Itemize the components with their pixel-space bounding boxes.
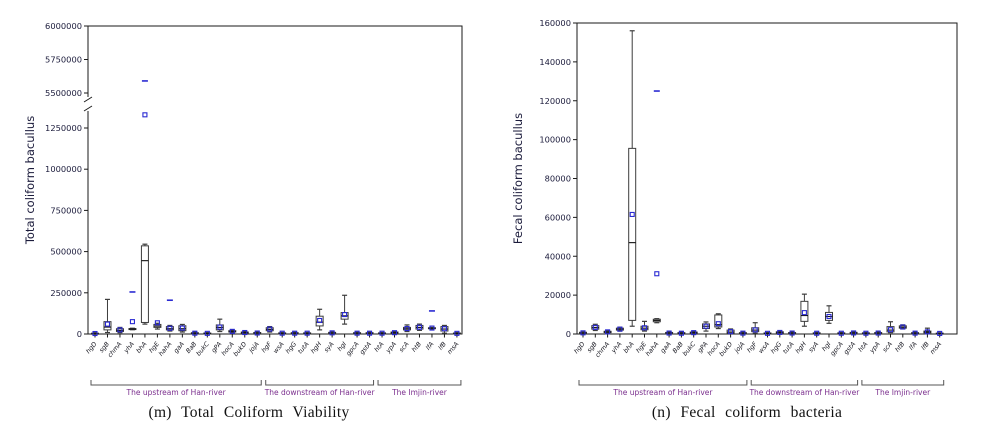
svg-text:160000: 160000 [539, 18, 571, 28]
svg-text:250000: 250000 [50, 288, 82, 298]
svg-text:htA: htA [856, 340, 869, 353]
svg-text:htB: htB [410, 340, 423, 353]
svg-text:yhA: yhA [610, 341, 624, 355]
svg-text:gstA: gstA [842, 340, 857, 356]
svg-text:gaA: gaA [173, 341, 186, 355]
svg-text:hgG: hgG [770, 341, 784, 355]
svg-text:ypA: ypA [384, 341, 398, 355]
svg-text:140000: 140000 [539, 57, 571, 67]
svg-text:The Imjin-river: The Imjin-river [874, 388, 931, 397]
svg-text:gaA: gaA [659, 341, 672, 355]
svg-text:5750000: 5750000 [45, 55, 82, 65]
svg-text:750000: 750000 [50, 205, 82, 215]
svg-text:bukD: bukD [718, 341, 734, 358]
svg-text:lfA: lfA [908, 341, 919, 352]
svg-text:hgH: hgH [310, 341, 324, 355]
svg-text:bukC: bukC [682, 340, 698, 357]
svg-text:hgD: hgD [573, 341, 587, 355]
svg-text:hgH: hgH [794, 341, 808, 355]
caption-fecal-coliform: (n) Fecal coliform bacteria [651, 404, 843, 421]
svg-text:bukC: bukC [195, 340, 211, 357]
svg-text:jojA: jojA [733, 341, 747, 355]
svg-text:lfB: lfB [437, 341, 448, 352]
svg-text:The upstream of Han-river: The upstream of Han-river [126, 388, 227, 397]
svg-text:msA: msA [929, 341, 943, 356]
total-coliform-panel: 0 250000 500000 750000 1000000 1250000 5500000… [0, 4, 498, 422]
fecal-coliform-boxplot-chart: 0 20000 40000 60000 80000 100000 120000 140000 1… [511, 18, 958, 397]
svg-text:tutA: tutA [781, 340, 796, 355]
fecal-coliform-panel: 0 20000 40000 60000 80000 100000 120000 140000 1… [498, 4, 996, 422]
svg-text:ypA: ypA [868, 341, 882, 355]
svg-text:0: 0 [77, 329, 82, 339]
svg-text:hgI: hgI [336, 341, 348, 353]
svg-text:tutA: tutA [296, 340, 311, 355]
svg-text:syA: syA [808, 341, 821, 354]
svg-text:The downstream of Han-river: The downstream of Han-river [748, 388, 860, 397]
svg-text:hahA: hahA [645, 341, 661, 358]
svg-text:The upstream of Han-river: The upstream of Han-river [612, 388, 713, 397]
svg-text:The Imjin-river: The Imjin-river [391, 388, 448, 397]
svg-text:jojA: jojA [247, 341, 261, 355]
svg-text:wsA: wsA [272, 341, 286, 355]
svg-text:wsA: wsA [757, 341, 771, 355]
caption-total-coliform: (m) Total Coliform Viability [148, 404, 350, 421]
svg-text:gstA: gstA [358, 340, 373, 356]
svg-text:120000: 120000 [539, 96, 571, 106]
svg-text:100000: 100000 [539, 135, 571, 145]
svg-text:chmA: chmA [107, 341, 124, 359]
svg-text:hgI: hgI [821, 341, 833, 353]
svg-text:htA: htA [373, 340, 386, 353]
svg-text:60000: 60000 [545, 212, 571, 222]
svg-text:lfB: lfB [920, 341, 931, 352]
svg-text:hgG: hgG [285, 341, 299, 355]
svg-text:500000: 500000 [50, 247, 82, 257]
svg-text:80000: 80000 [545, 174, 571, 184]
svg-text:gpcA: gpcA [829, 341, 844, 358]
svg-text:yhA: yhA [122, 341, 136, 355]
svg-text:Total coliform bacullus: Total coliform bacullus [23, 116, 37, 245]
svg-text:gpcA: gpcA [345, 341, 360, 358]
svg-text:6000000: 6000000 [45, 21, 82, 31]
svg-text:The downstream of Han-river: The downstream of Han-river [264, 388, 376, 397]
svg-text:chmA: chmA [594, 341, 611, 359]
svg-text:bukD: bukD [232, 341, 248, 358]
svg-text:1250000: 1250000 [45, 123, 82, 133]
svg-text:hahA: hahA [158, 341, 174, 358]
svg-text:htB: htB [893, 340, 906, 353]
svg-text:40000: 40000 [545, 251, 571, 261]
svg-text:msA: msA [446, 341, 460, 356]
svg-text:hgF: hgF [746, 341, 759, 355]
svg-text:0: 0 [566, 329, 571, 339]
svg-text:scA: scA [398, 341, 410, 354]
svg-text:scA: scA [882, 341, 894, 354]
svg-text:hgD: hgD [85, 341, 99, 355]
coliform-boxplot-figure: 0 250000 500000 750000 1000000 1250000 5500000… [0, 4, 996, 422]
svg-text:bhA: bhA [622, 341, 635, 355]
svg-text:1000000: 1000000 [45, 164, 82, 174]
svg-text:hgF: hgF [260, 341, 273, 355]
svg-text:Fecal coliform bacullus: Fecal coliform bacullus [511, 113, 525, 244]
svg-text:syA: syA [323, 341, 336, 354]
svg-text:bhA: bhA [135, 341, 148, 355]
total-coliform-boxplot-chart: 0 250000 500000 750000 1000000 1250000 5500000… [23, 21, 463, 397]
svg-text:20000: 20000 [545, 290, 571, 300]
svg-text:lfA: lfA [425, 341, 436, 352]
svg-text:5500000: 5500000 [45, 88, 82, 98]
